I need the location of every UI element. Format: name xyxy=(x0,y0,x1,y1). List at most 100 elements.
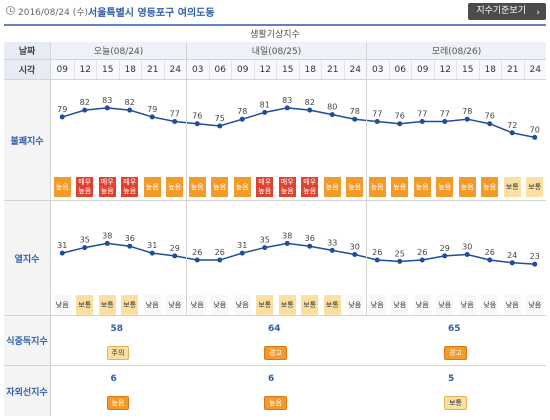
discomfort-level-badge: 매우 높음 xyxy=(121,177,139,197)
discomfort-level-badge: 매우 높음 xyxy=(98,177,116,197)
time-header: 24 xyxy=(343,60,367,79)
discomfort-level-badge: 매우 높음 xyxy=(301,177,319,197)
discomfort-value-label: 77 xyxy=(170,109,180,118)
time-header: 18 xyxy=(118,60,142,79)
heat-row: 열지수 31 35 38 36 31 29 26 26 31 35 38 36 33 30 26 25 26 29… xyxy=(4,201,546,316)
heat-level-badge: 낮음 xyxy=(53,295,71,315)
discomfort-value-label: 82 xyxy=(305,98,315,107)
day-header: 모레(08/26) xyxy=(366,42,546,59)
heat-value-label: 26 xyxy=(372,248,382,257)
heat-value-label: 36 xyxy=(125,234,135,243)
discomfort-value-label: 79 xyxy=(57,105,67,114)
heat-value-label: 36 xyxy=(305,234,315,243)
discomfort-point xyxy=(82,107,88,113)
discomfort-level-badge: 높음 xyxy=(323,177,341,197)
discomfort-level-badge: 높음 xyxy=(436,177,454,197)
food-value: 65 xyxy=(448,324,461,334)
heat-point xyxy=(352,252,358,257)
uv-value: 6 xyxy=(268,374,275,384)
heat-value-label: 30 xyxy=(462,243,472,252)
discomfort-value-label: 76 xyxy=(485,112,495,121)
heat-value-label: 35 xyxy=(80,236,90,245)
discomfort-point xyxy=(397,121,403,127)
discomfort-level-badge: 매우 높음 xyxy=(256,177,274,197)
uv-row: 자외선지수 6 높음 6 높음 5 보통 xyxy=(4,366,546,416)
heat-value-label: 30 xyxy=(350,243,360,252)
discomfort-value-label: 72 xyxy=(507,121,517,130)
heat-level-badge: 낮음 xyxy=(436,295,454,315)
heat-value-label: 31 xyxy=(237,241,247,250)
discomfort-value-label: 83 xyxy=(102,96,112,105)
heat-level-badge: 낮음 xyxy=(391,295,409,315)
heat-level-badge: 낮음 xyxy=(526,295,544,315)
heat-point xyxy=(374,257,380,263)
day-header: 오늘(08/24) xyxy=(93,47,144,57)
location-name[interactable]: 서울특별시 영등포구 여의도동 xyxy=(88,8,215,19)
discomfort-value-label: 77 xyxy=(440,109,450,118)
discomfort-point xyxy=(464,116,470,122)
heat-line-chart: 31 35 38 36 31 29 26 26 31 35 38 36 33 30 26 25 26 29 30 26… xyxy=(57,231,540,267)
heat-level-badge: 낮음 xyxy=(211,295,229,315)
discomfort-point xyxy=(374,118,380,124)
discomfort-value-label: 76 xyxy=(192,112,202,121)
time-header: 18 xyxy=(298,60,322,79)
discomfort-point xyxy=(59,114,65,120)
discomfort-level-badge: 높음 xyxy=(481,177,499,197)
time-header: 21 xyxy=(321,60,344,79)
discomfort-point xyxy=(509,130,515,136)
discomfort-value-label: 82 xyxy=(80,98,90,107)
table-title: 생활기상지수 xyxy=(4,24,546,42)
date-row: 날짜 오늘(08/24) 내일(08/25) 모레(08/26) xyxy=(4,42,546,60)
heat-level-badge: 보통 xyxy=(323,295,341,315)
time-header: 12 xyxy=(253,60,277,79)
discomfort-level-badge: 높음 xyxy=(188,177,206,197)
discomfort-level-badge: 높음 xyxy=(211,177,229,197)
heat-level-badge: 보통 xyxy=(98,295,116,315)
food-row: 식중독지수 58 주의 64 경고 65 경고 xyxy=(4,316,546,366)
discomfort-point xyxy=(284,105,290,111)
food-label: 식중독지수 xyxy=(4,316,51,365)
heat-value-label: 38 xyxy=(102,231,112,240)
heat-label: 열지수 xyxy=(4,201,51,315)
time-header: 03 xyxy=(366,60,389,79)
discomfort-point xyxy=(262,109,268,115)
time-header: 03 xyxy=(186,60,209,79)
discomfort-level-badge: 매우 높음 xyxy=(278,177,296,197)
heat-level-badge: 낮음 xyxy=(458,295,476,315)
discomfort-level-badge: 높음 xyxy=(143,177,161,197)
discomfort-point xyxy=(149,114,155,120)
heat-value-label: 29 xyxy=(170,244,180,253)
heat-point xyxy=(419,257,425,263)
heat-point xyxy=(104,240,110,246)
heat-point xyxy=(487,257,493,263)
heat-level-badge: 낮음 xyxy=(368,295,386,315)
discomfort-value-label: 78 xyxy=(237,107,247,116)
discomfort-value-label: 70 xyxy=(530,125,540,134)
heat-point xyxy=(307,243,313,249)
discomfort-point xyxy=(352,116,358,122)
heat-value-label: 23 xyxy=(530,252,540,261)
heat-value-label: 25 xyxy=(395,249,405,258)
discomfort-value-label: 77 xyxy=(372,109,382,118)
day-divider xyxy=(366,42,367,316)
time-header: 24 xyxy=(163,60,187,79)
time-header: 15 xyxy=(96,60,119,79)
discomfort-row: 불쾌지수 79 82 83 82 79 77 76 75 78 81 83 82 80 78 77 76 77 7… xyxy=(4,80,546,201)
discomfort-level-badge: 높음 xyxy=(166,177,184,197)
heat-value-label: 31 xyxy=(57,241,67,250)
heat-level-badge: 낮음 xyxy=(233,295,251,315)
heat-point xyxy=(284,240,290,246)
heat-level-badge: 보통 xyxy=(278,295,296,315)
heat-value-label: 31 xyxy=(147,241,157,250)
heat-point xyxy=(239,250,245,256)
discomfort-level-badge: 높음 xyxy=(346,177,364,197)
date-row-label: 날짜 xyxy=(4,42,51,59)
discomfort-value-label: 77 xyxy=(417,109,427,118)
discomfort-point xyxy=(104,105,110,111)
discomfort-level-badge: 높음 xyxy=(368,177,386,197)
time-header: 09 xyxy=(231,60,254,79)
heat-point xyxy=(509,260,515,266)
uv-level-badge: 보통 xyxy=(444,396,467,410)
index-criteria-button[interactable]: 지수기준보기 › xyxy=(468,3,546,20)
day-header: 내일(08/25) xyxy=(186,42,366,59)
